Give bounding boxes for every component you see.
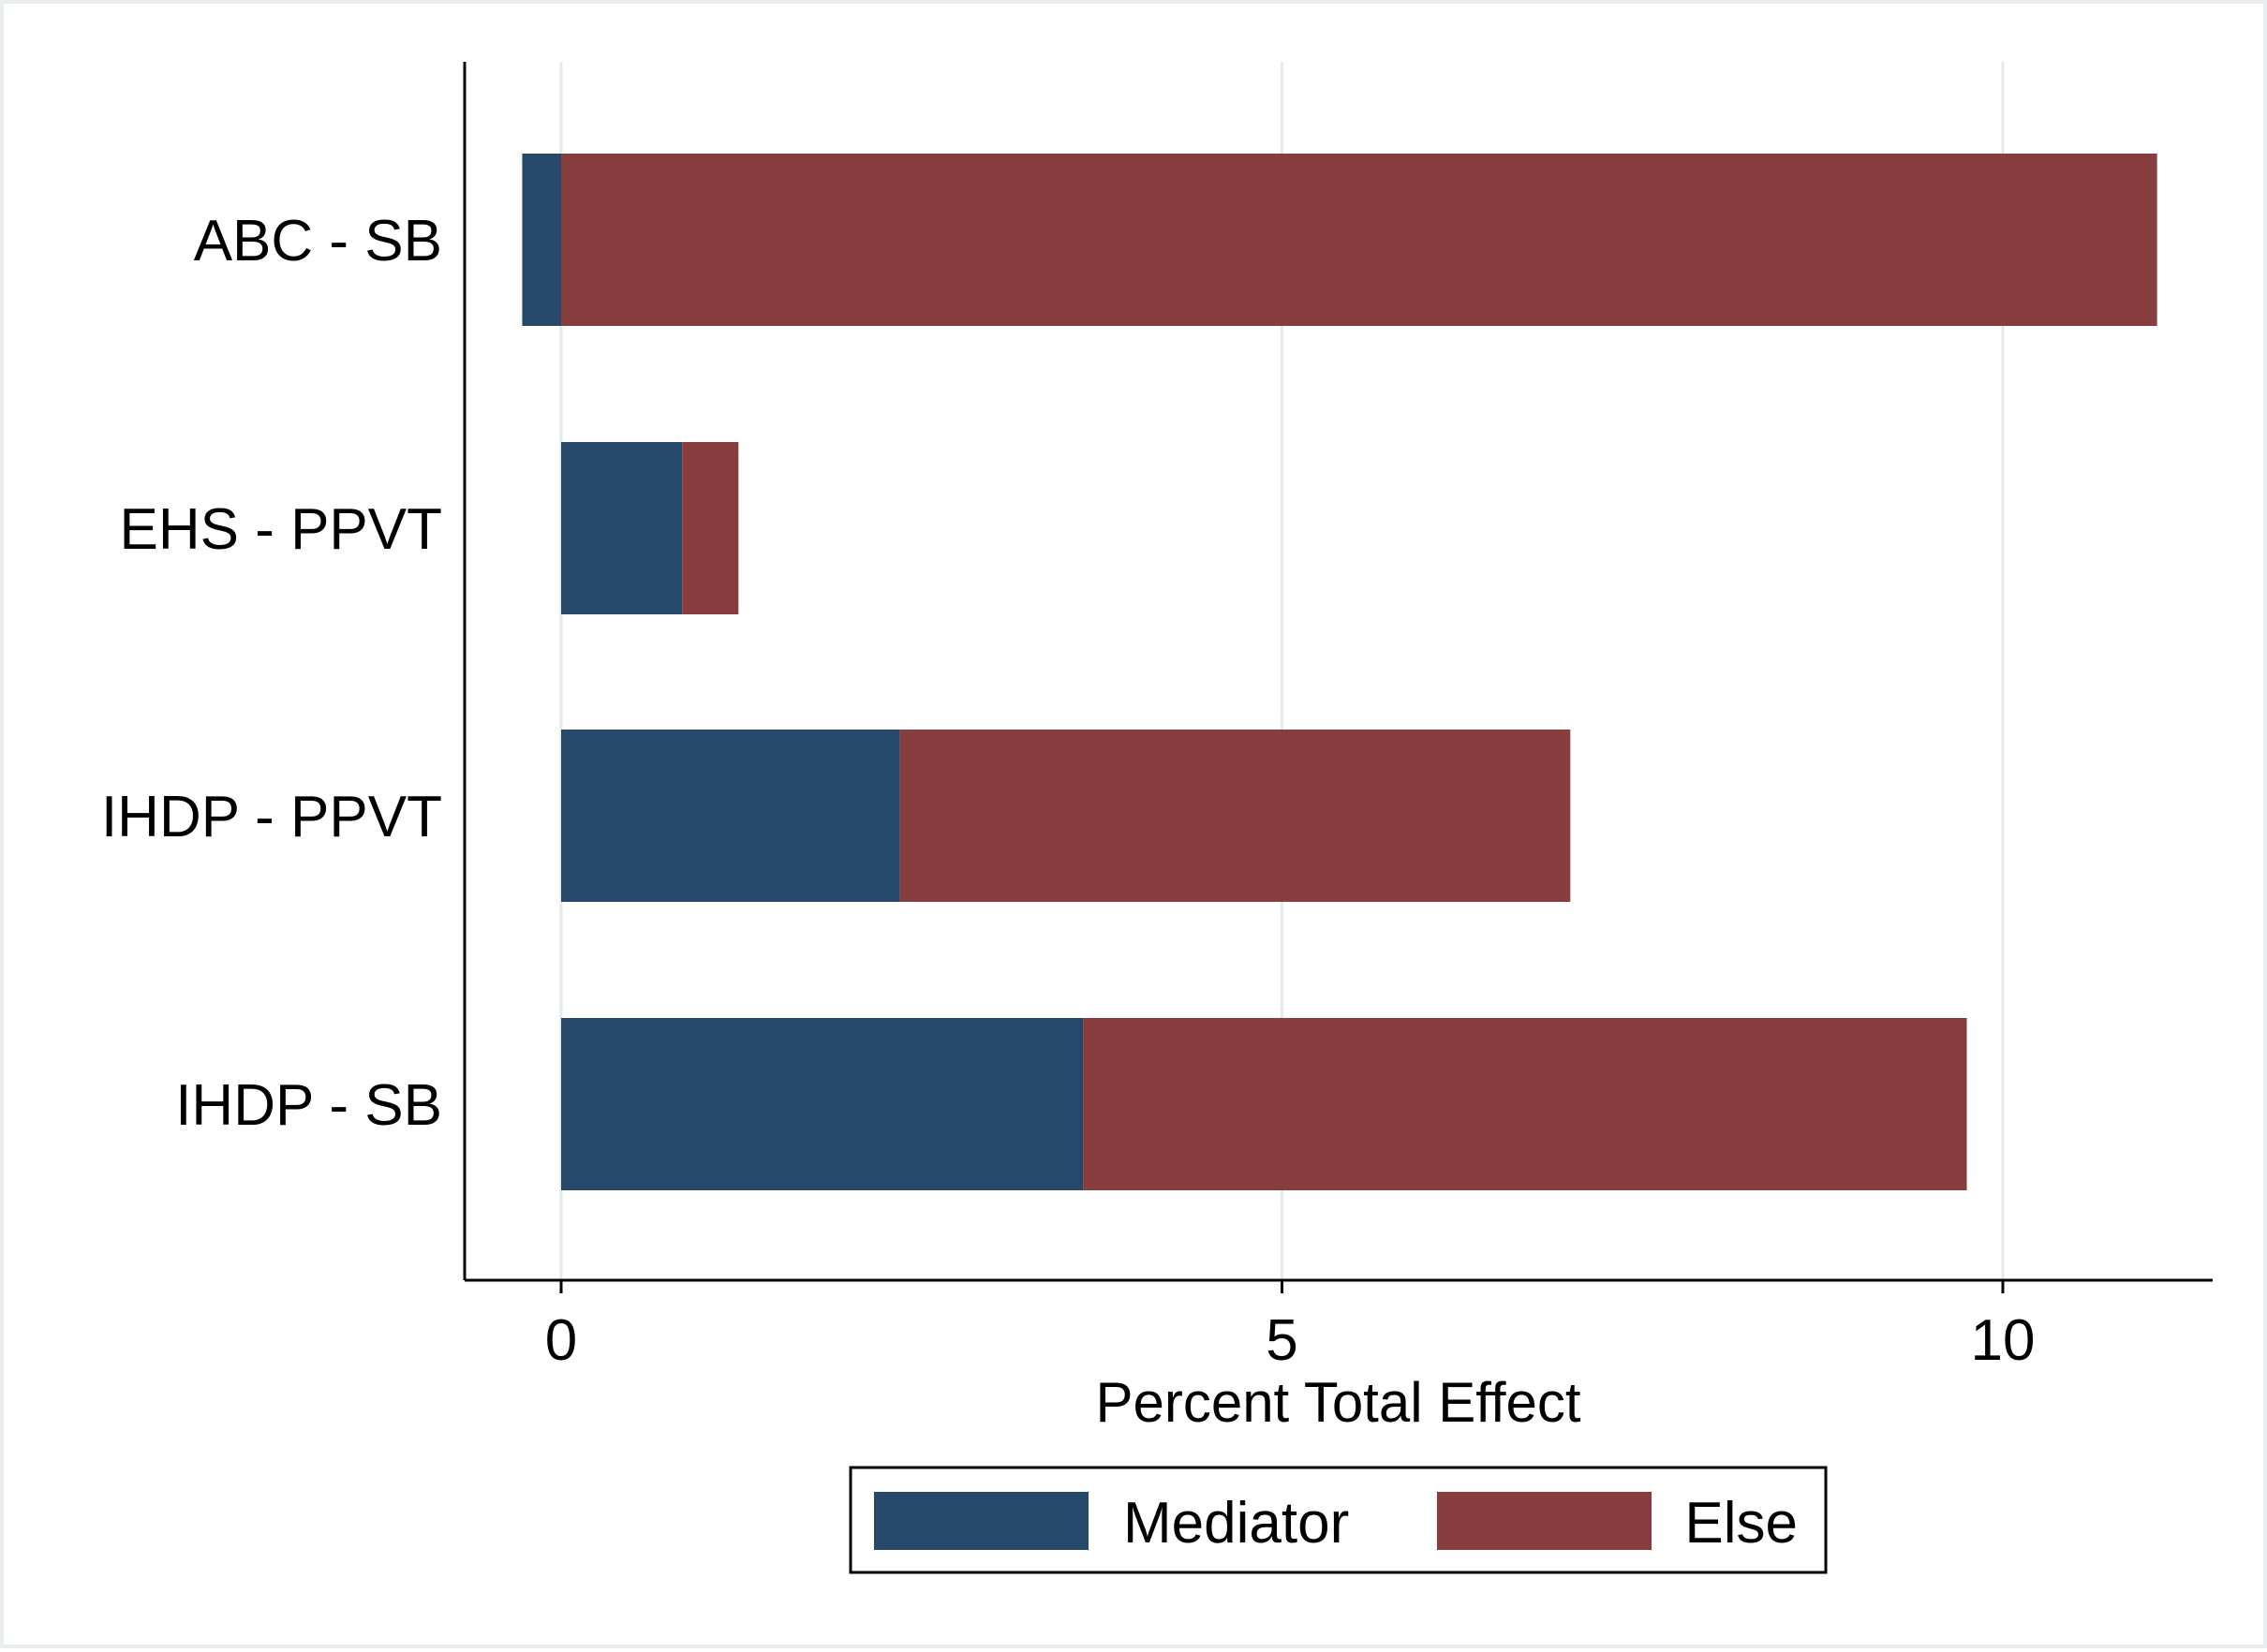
- x-axis-title: Percent Total Effect: [1095, 1371, 1580, 1434]
- y-axis-category-labels: ABC - SB EHS - PPVT IHDP - PPVT IHDP - SB: [101, 209, 442, 1138]
- bar-chart: 0 5 10 ABC - SB EHS - PPVT IHDP - PPVT IHDP -…: [101, 62, 2213, 1574]
- category-label-ehs-ppvt: EHS - PPVT: [119, 497, 442, 562]
- category-label-ihdp-ppvt: IHDP - PPVT: [101, 785, 442, 849]
- axes: [463, 62, 2213, 1282]
- x-tick-label-0: 0: [545, 1308, 577, 1373]
- legend: Mediator Else: [849, 1466, 1828, 1574]
- bar-mediator-ihdp-ppvt: [561, 730, 900, 902]
- legend-swatch-mediator: [874, 1492, 1089, 1550]
- bar-else-ehs-ppvt: [682, 442, 739, 614]
- legend-label-mediator: Mediator: [1123, 1491, 1349, 1556]
- x-tick-label-5: 5: [1266, 1308, 1297, 1373]
- bar-else-ihdp-ppvt: [899, 730, 1571, 902]
- bar-else-ihdp-sb: [1083, 1018, 1967, 1190]
- category-label-ihdp-sb: IHDP - SB: [175, 1073, 442, 1138]
- bar-else-abc-sb: [561, 154, 2157, 326]
- bar-mediator-abc-sb: [522, 154, 561, 326]
- bar-mediator-ihdp-sb: [561, 1018, 1084, 1190]
- x-axis-ticks: 0 5 10: [545, 1280, 2036, 1373]
- x-tick-label-10: 10: [1971, 1308, 2036, 1373]
- legend-swatch-else: [1437, 1492, 1652, 1550]
- category-label-abc-sb: ABC - SB: [194, 209, 442, 273]
- legend-label-else: Else: [1684, 1491, 1798, 1556]
- bar-mediator-ehs-ppvt: [561, 442, 683, 614]
- bars: [522, 154, 2157, 1190]
